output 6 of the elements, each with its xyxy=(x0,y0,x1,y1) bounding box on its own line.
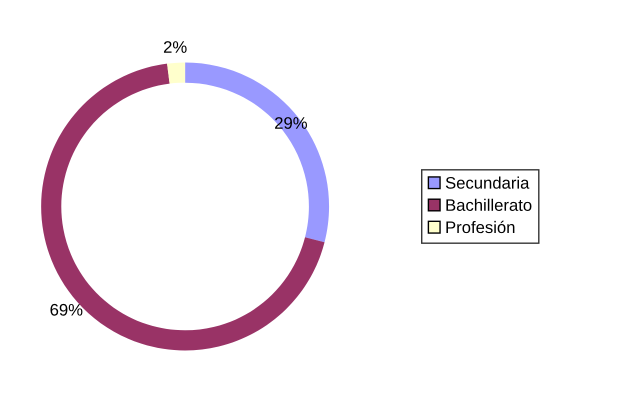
legend-label: Profesión xyxy=(446,220,514,234)
data-label: 29% xyxy=(275,117,307,129)
data-label: 2% xyxy=(164,41,187,53)
data-label: 69% xyxy=(50,304,82,316)
legend-label: Secundaria xyxy=(446,176,530,189)
legend-label: Bachillerato xyxy=(446,198,532,211)
